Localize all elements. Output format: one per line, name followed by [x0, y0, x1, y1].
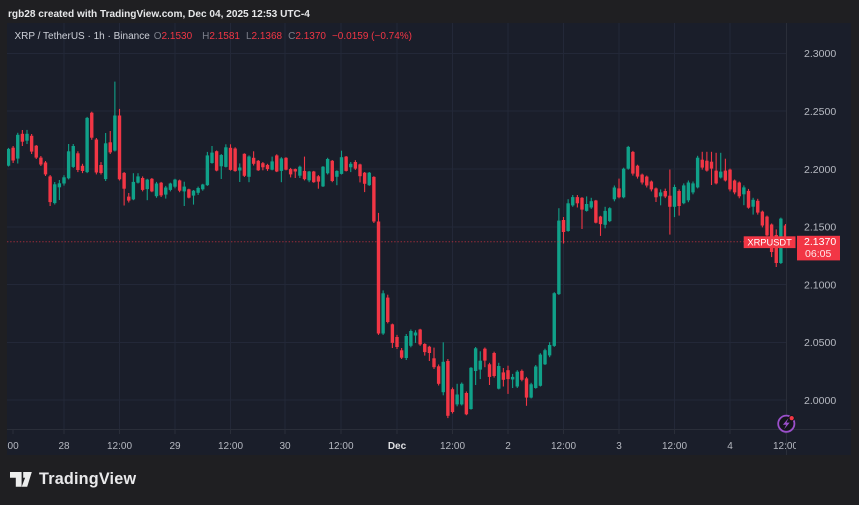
- svg-text:4: 4: [727, 441, 733, 452]
- svg-text:12:00: 12:00: [662, 441, 687, 452]
- svg-text:12:00: 12:00: [551, 441, 576, 452]
- svg-text:2.0500: 2.0500: [804, 337, 836, 349]
- svg-text:12:00: 12:00: [773, 441, 798, 452]
- svg-text:12:00: 12:00: [328, 441, 353, 452]
- svg-text:12:00: 12:00: [440, 441, 465, 452]
- svg-text:XRPUSDT: XRPUSDT: [747, 237, 792, 247]
- svg-text:3: 3: [616, 441, 622, 452]
- svg-text:28: 28: [58, 441, 70, 452]
- svg-text:12:00: 12:00: [218, 441, 243, 452]
- svg-text:2.2000: 2.2000: [804, 164, 836, 176]
- svg-text:2.1370: 2.1370: [804, 236, 836, 248]
- svg-text:00: 00: [8, 441, 20, 452]
- svg-text:2.2500: 2.2500: [804, 106, 836, 118]
- svg-text:2: 2: [505, 441, 511, 452]
- svg-text:06:05: 06:05: [805, 248, 832, 260]
- svg-text:2.3000: 2.3000: [804, 48, 836, 60]
- svg-text:Dec: Dec: [388, 441, 407, 452]
- svg-text:29: 29: [169, 441, 181, 452]
- svg-text:2.1500: 2.1500: [804, 222, 836, 234]
- svg-text:2.0000: 2.0000: [804, 395, 836, 407]
- svg-text:12:00: 12:00: [107, 441, 132, 452]
- svg-text:2.1000: 2.1000: [804, 279, 836, 291]
- svg-text:30: 30: [279, 441, 291, 452]
